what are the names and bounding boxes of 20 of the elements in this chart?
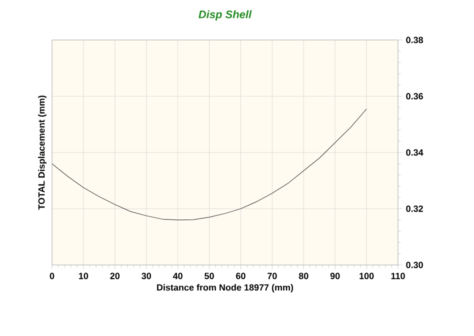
x-tick-label: 30 <box>142 272 152 280</box>
x-tick-label: 100 <box>360 272 374 280</box>
x-tick-label: 10 <box>79 272 88 280</box>
x-axis-title: Distance from Node 18977 (mm) <box>157 284 294 292</box>
x-tick-label: 90 <box>330 272 340 280</box>
y-tick-label: 0.32 <box>406 206 423 212</box>
x-tick-label: 80 <box>298 272 308 280</box>
x-tick-label: 0 <box>50 272 54 280</box>
x-tick-label: 70 <box>268 272 277 280</box>
chart-title: Disp Shell <box>198 10 252 20</box>
y-tick-label: 0.34 <box>406 149 424 156</box>
y-tick-label: 0.38 <box>406 36 424 44</box>
x-tick-label: 40 <box>172 272 182 280</box>
x-tick-label: 50 <box>204 272 214 280</box>
y-tick-label: 0.36 <box>406 93 423 100</box>
x-tick-label: 110 <box>391 272 405 280</box>
x-tick-label: 20 <box>110 272 120 280</box>
y-tick-label: 0.30 <box>406 262 423 268</box>
y-axis-title: TOTAL Displacement (mm) <box>38 96 46 210</box>
x-tick-label: 60 <box>236 272 246 280</box>
